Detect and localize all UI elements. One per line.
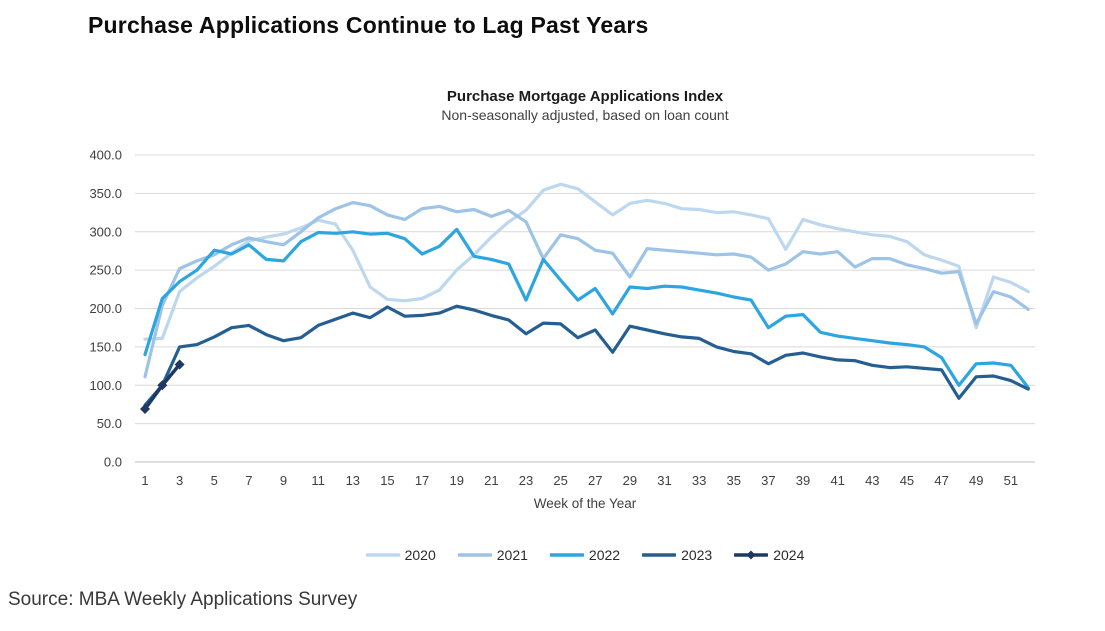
svg-text:45: 45 xyxy=(900,473,914,488)
svg-text:23: 23 xyxy=(519,473,533,488)
svg-text:100.0: 100.0 xyxy=(89,378,122,393)
legend-item-2022: 2022 xyxy=(549,547,621,563)
svg-text:29: 29 xyxy=(623,473,637,488)
legend-item-2021: 2021 xyxy=(457,547,528,563)
svg-text:5: 5 xyxy=(211,473,218,488)
svg-text:49: 49 xyxy=(969,473,983,488)
legend-swatch-2021 xyxy=(457,553,492,557)
svg-text:19: 19 xyxy=(449,473,463,488)
legend-label-2024: 2024 xyxy=(773,547,805,563)
svg-text:200.0: 200.0 xyxy=(89,301,122,316)
svg-text:0.0: 0.0 xyxy=(104,455,122,470)
svg-text:51: 51 xyxy=(1004,473,1018,488)
svg-text:43: 43 xyxy=(865,473,879,488)
diamond-marker xyxy=(157,380,168,391)
svg-text:9: 9 xyxy=(280,473,287,488)
svg-text:3: 3 xyxy=(176,473,183,488)
svg-text:350.0: 350.0 xyxy=(89,186,122,201)
chart-subtitle: Non-seasonally adjusted, based on loan c… xyxy=(441,107,729,123)
svg-text:27: 27 xyxy=(588,473,602,488)
legend-swatch-2022 xyxy=(549,553,584,557)
legend-item-2024: 2024 xyxy=(734,547,804,563)
svg-text:50.0: 50.0 xyxy=(97,416,122,431)
legend-swatch-2024 xyxy=(734,550,769,560)
svg-text:17: 17 xyxy=(415,473,429,488)
legend-item-2023: 2023 xyxy=(642,547,712,563)
svg-text:250.0: 250.0 xyxy=(89,263,122,278)
svg-text:15: 15 xyxy=(380,473,394,488)
svg-text:400.0: 400.0 xyxy=(89,148,122,163)
chart-legend: 2020 2021 2022 2023 2024 xyxy=(65,547,1105,563)
series-2023 xyxy=(143,304,1030,407)
svg-text:25: 25 xyxy=(553,473,567,488)
svg-text:300.0: 300.0 xyxy=(89,224,122,239)
svg-text:37: 37 xyxy=(761,473,775,488)
legend-label-2020: 2020 xyxy=(404,547,436,563)
gridlines xyxy=(135,154,1035,463)
page-title: Purchase Applications Continue to Lag Pa… xyxy=(88,12,649,38)
diamond-marker xyxy=(140,404,150,415)
legend-label-2021: 2021 xyxy=(496,547,528,563)
svg-text:35: 35 xyxy=(727,473,741,488)
svg-text:1: 1 xyxy=(141,473,148,488)
legend-swatch-2023 xyxy=(642,553,677,557)
svg-text:41: 41 xyxy=(830,473,844,488)
svg-text:11: 11 xyxy=(311,473,325,488)
legend-label-2023: 2023 xyxy=(681,547,713,563)
legend-item-2020: 2020 xyxy=(365,547,436,563)
legend-swatch-2020 xyxy=(365,553,400,557)
y-axis-labels: 0.0 50.0 100.0 150.0 200.0 250.0 300.0 350.0 400… xyxy=(89,148,122,470)
source-note: Source: MBA Weekly Applications Survey xyxy=(8,589,358,610)
x-axis-labels: 1 3 5 7 9 11 13 15 17 19 21 23 25 27 29 31 33 35 37 39 41 43 4… xyxy=(141,473,1018,488)
svg-text:21: 21 xyxy=(484,473,498,488)
svg-text:47: 47 xyxy=(934,473,948,488)
svg-text:13: 13 xyxy=(346,473,360,488)
svg-text:33: 33 xyxy=(692,473,706,488)
chart-title: Purchase Mortgage Applications Index xyxy=(446,88,724,105)
svg-text:39: 39 xyxy=(796,473,810,488)
series-2021 xyxy=(143,201,1030,379)
svg-text:150.0: 150.0 xyxy=(89,339,122,354)
x-axis-title: Week of the Year xyxy=(534,496,637,511)
diamond-marker xyxy=(174,359,185,370)
svg-text:31: 31 xyxy=(657,473,671,488)
svg-text:7: 7 xyxy=(245,473,252,488)
series-2024 xyxy=(140,359,185,415)
series-2020 xyxy=(143,182,1030,341)
series-2022 xyxy=(143,227,1030,390)
legend-label-2022: 2022 xyxy=(588,547,621,563)
